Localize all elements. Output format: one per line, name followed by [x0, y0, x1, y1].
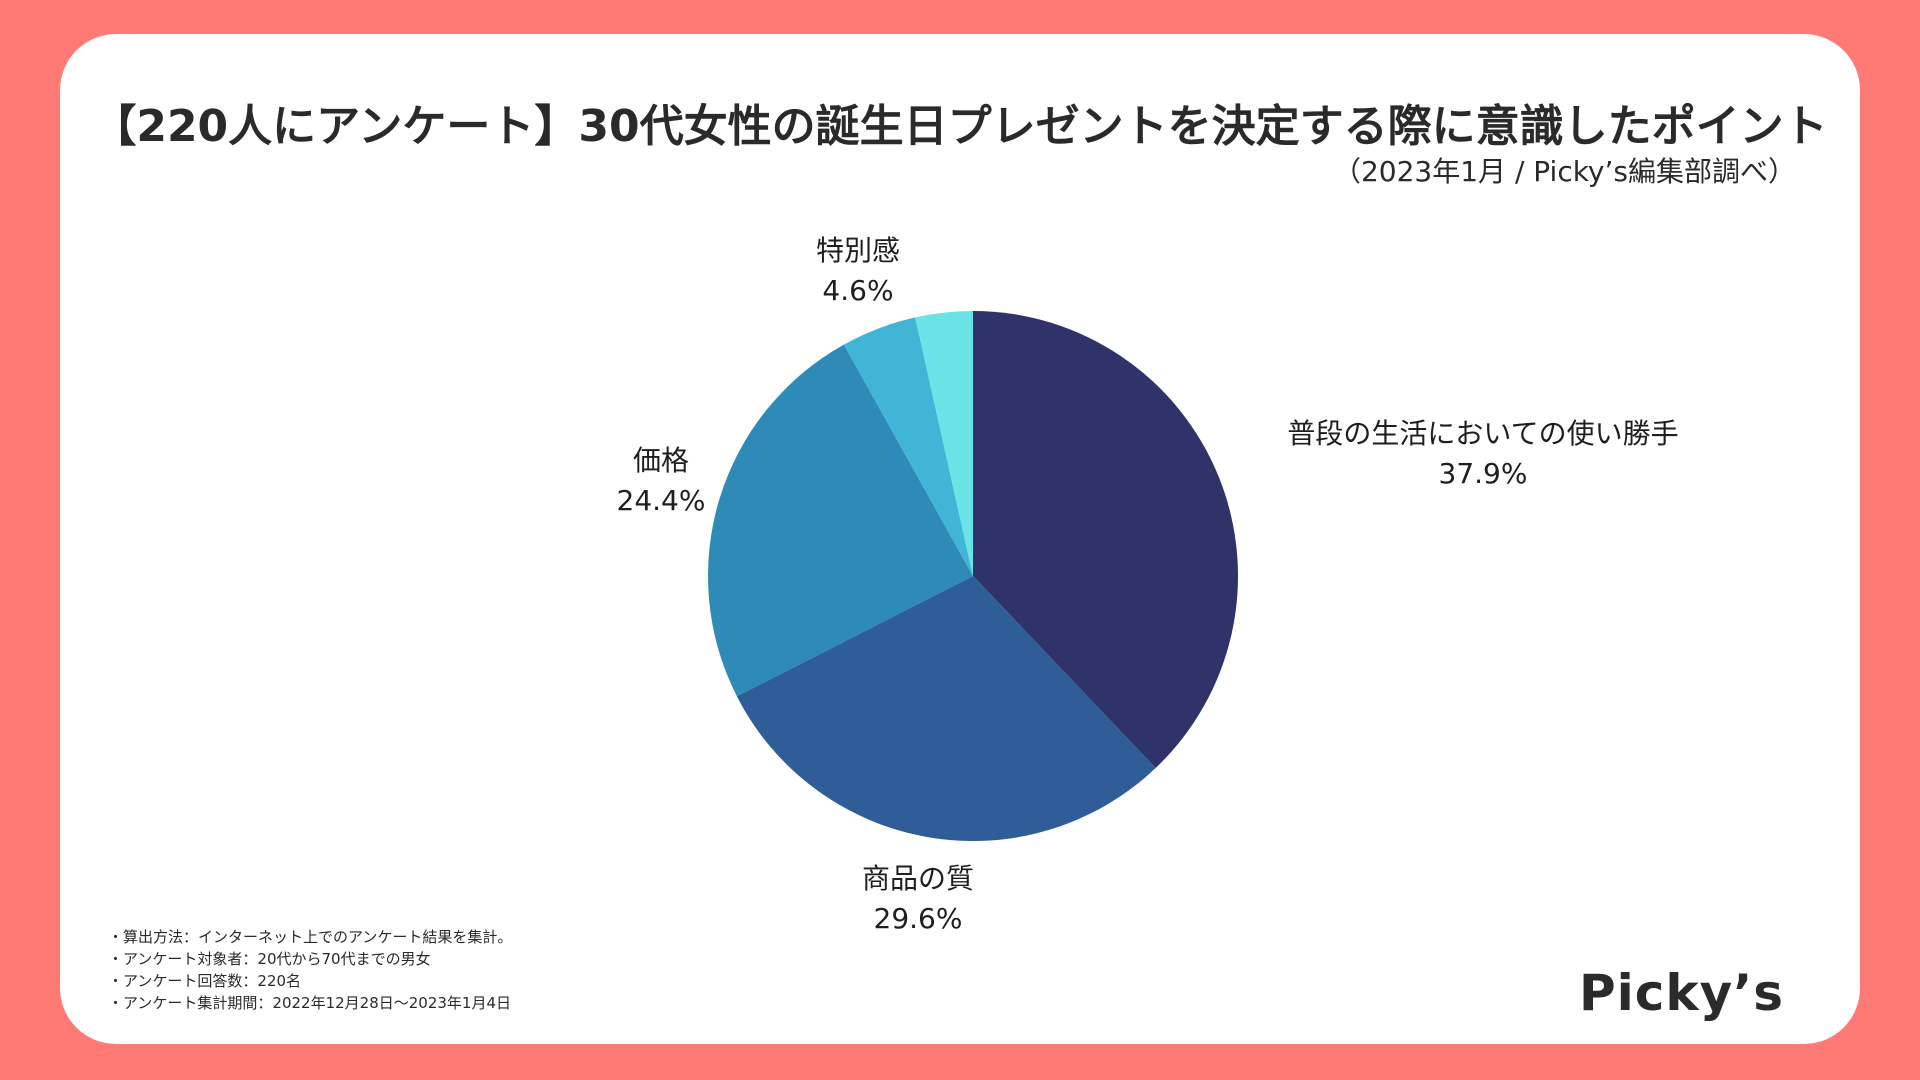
chart-subtitle: （2023年1月 / Picky’s編集部調べ） [1332, 155, 1796, 188]
note-method: ・算出方法：インターネット上でのアンケート結果を集計。 [108, 928, 513, 946]
slice-label-usability-name: 普段の生活においての使い勝手 [1287, 417, 1679, 450]
slice-label-quality-value: 29.6% [873, 902, 963, 935]
slice-usability [973, 311, 1238, 769]
slice-quality [736, 576, 1156, 841]
slice-label-special-name: 特別感 [815, 234, 901, 267]
note-count: ・アンケート回答数：220名 [108, 972, 302, 990]
slice-label-special-value: 4.6% [822, 274, 894, 307]
chart-title: 【220人にアンケート】30代女性の誕生日プレゼントを決定する際に意識したポイン… [92, 101, 1828, 152]
note-period: ・アンケート集計期間：2022年12月28日〜2023年1月4日 [108, 994, 512, 1012]
brand-logo: Picky’s [1578, 964, 1784, 1022]
slice-label-price: 価格 24.4% [617, 441, 706, 521]
slice-other [915, 311, 973, 576]
note-target: ・アンケート対象者：20代から70代までの男女 [108, 950, 431, 968]
survey-notes: ・算出方法：インターネット上でのアンケート結果を集計。 ・アンケート対象者：20… [108, 926, 512, 1014]
slice-price [708, 344, 973, 697]
slice-label-usability-value: 37.9% [1438, 457, 1528, 490]
slice-label-usability: 普段の生活においての使い勝手 37.9% [1287, 414, 1678, 494]
slice-label-price-value: 24.4% [616, 484, 706, 517]
slice-special [843, 317, 973, 576]
slice-label-quality: 商品の質 29.6% [862, 859, 974, 939]
slice-label-special: 特別感 4.6% [816, 231, 900, 311]
slice-label-quality-name: 商品の質 [861, 862, 975, 895]
slice-label-price-name: 価格 [632, 444, 690, 477]
